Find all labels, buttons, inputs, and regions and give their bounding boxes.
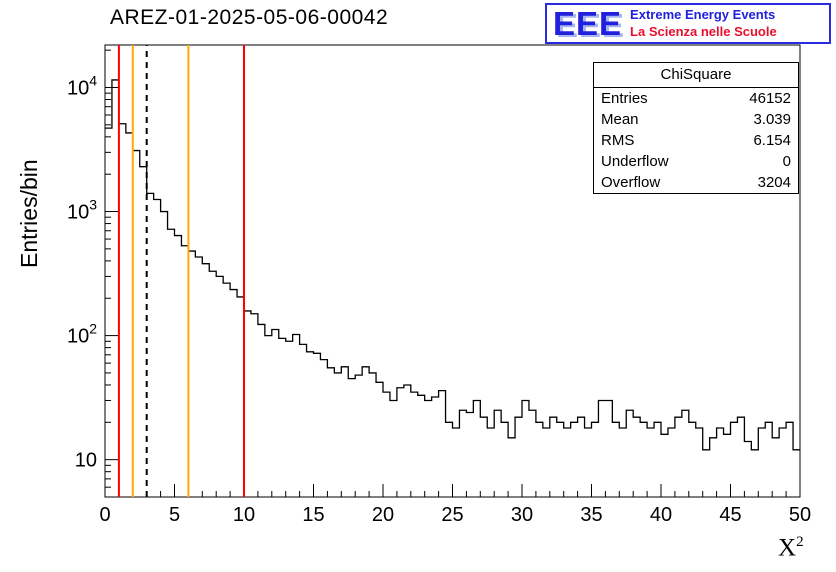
y-axis-tick-label: 103	[67, 197, 97, 224]
eee-logo: EEE Extreme Energy Events La Scienza nel…	[545, 3, 831, 44]
stats-row-entries: Entries 46152	[594, 88, 798, 109]
x-axis-title-base: X	[778, 534, 797, 562]
stats-row-rms: RMS 6.154	[594, 130, 798, 151]
stats-box: ChiSquare Entries 46152 Mean 3.039 RMS 6…	[593, 62, 799, 194]
x-axis-tick-label: 10	[233, 504, 255, 526]
stats-value: 3204	[757, 174, 791, 191]
stats-value: 3.039	[753, 111, 791, 128]
x-axis-tick-label: 20	[372, 504, 394, 526]
x-axis-tick-label: 30	[511, 504, 533, 526]
x-axis-title: X2	[778, 534, 804, 562]
stats-label: Underflow	[601, 153, 669, 170]
x-axis-tick-label: 25	[441, 504, 463, 526]
y-axis-tick-label: 10	[75, 450, 97, 472]
stats-value: 0	[782, 153, 791, 170]
x-axis-tick-label: 15	[302, 504, 324, 526]
eee-logo-line2: La Scienza nelle Scuole	[630, 23, 777, 39]
stats-label: Entries	[601, 90, 648, 107]
x-axis-tick-label: 40	[650, 504, 672, 526]
stats-value: 6.154	[753, 132, 791, 149]
x-axis-tick-label: 5	[169, 504, 180, 526]
eee-logo-acronym: EEE	[553, 5, 623, 42]
y-axis-tick-label: 102	[67, 321, 97, 348]
eee-logo-text: Extreme Energy Events La Scienza nelle S…	[630, 7, 777, 41]
histogram-line	[105, 79, 800, 451]
stats-row-underflow: Underflow 0	[594, 151, 798, 172]
stats-row-overflow: Overflow 3204	[594, 172, 798, 193]
stats-box-title: ChiSquare	[594, 63, 798, 88]
y-axis-tick-label: 104	[67, 72, 97, 99]
x-axis-title-exponent: 2	[796, 534, 804, 550]
x-axis-tick-label: 45	[719, 504, 741, 526]
plot-title: AREZ-01-2025-05-06-00042	[110, 6, 389, 29]
stats-value: 46152	[749, 90, 791, 107]
y-axis-title: Entries/bin	[16, 159, 42, 268]
stats-label: RMS	[601, 132, 635, 149]
x-axis-tick-label: 0	[99, 504, 110, 526]
stats-label: Mean	[601, 111, 639, 128]
stats-row-mean: Mean 3.039	[594, 109, 798, 130]
stats-label: Overflow	[601, 174, 661, 191]
x-axis-tick-label: 50	[789, 504, 811, 526]
eee-logo-line1: Extreme Energy Events	[630, 6, 776, 22]
x-axis-tick-label: 35	[580, 504, 602, 526]
